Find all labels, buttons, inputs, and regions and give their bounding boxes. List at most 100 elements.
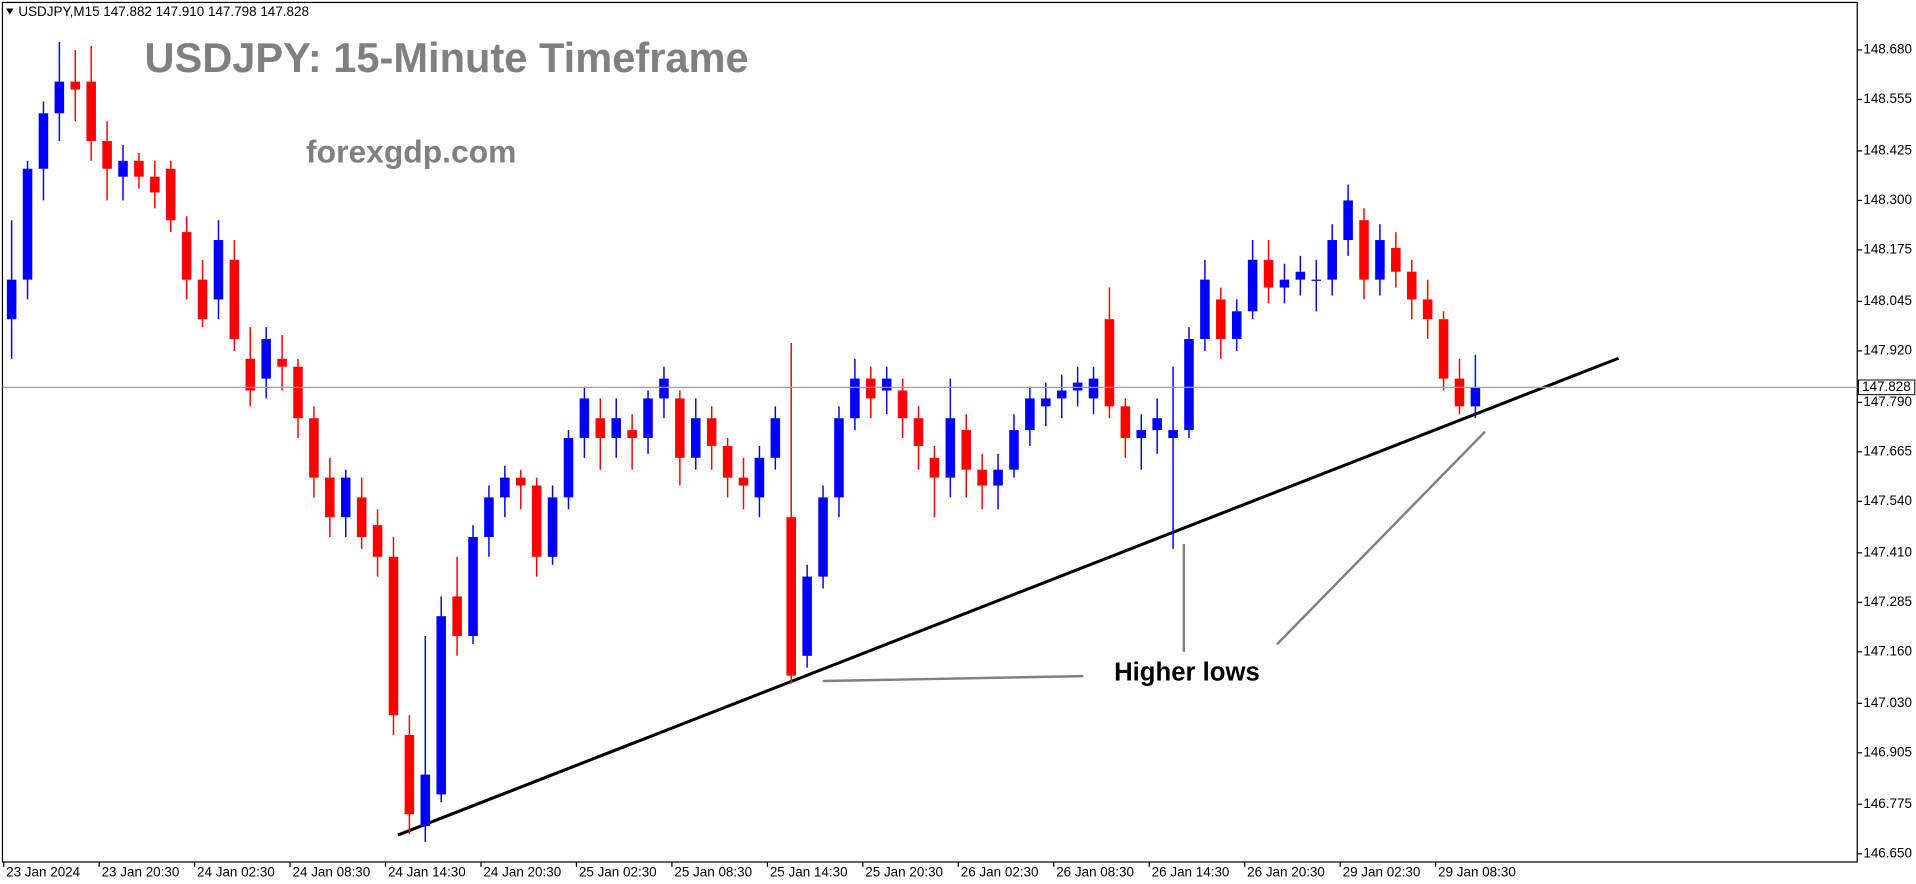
x-tick-label: 24 Jan 20:30 [483,865,561,880]
y-tick-label: 147.665 [1863,443,1912,458]
x-tick-label: 25 Jan 20:30 [865,865,943,880]
last-price-label: 147.828 [1862,379,1911,394]
candle-body [468,537,478,636]
candle-body [452,596,462,636]
candle-body [134,160,144,177]
candle-body [754,457,765,498]
candle-body [770,418,781,458]
y-tick-label: 146.905 [1863,744,1912,759]
y-tick-label: 148.175 [1863,241,1912,256]
candle-body [1072,382,1083,391]
candle-body [659,378,669,399]
candle-body [722,445,733,478]
x-tick-label: 26 Jan 20:30 [1247,865,1325,880]
x-tick-label: 23 Jan 2024 [6,865,81,880]
x-tick-label: 25 Jan 14:30 [770,865,848,880]
candle-body [22,168,33,280]
candle-body [531,485,542,557]
x-tick-label: 24 Jan 14:30 [388,865,466,880]
last-price-box [1857,379,1916,396]
candle-body [1279,279,1290,288]
candle-body [1454,378,1465,407]
candle-body [1359,220,1369,280]
candle-body [420,774,431,827]
y-tick-label: 147.030 [1863,695,1912,710]
candle-body [1391,247,1401,272]
candle-body [1025,398,1035,431]
candle-body [1009,430,1019,470]
candle-body [372,525,383,557]
candle-body [993,469,1003,486]
candle-body [1216,299,1226,340]
candle-body [293,366,303,419]
y-tick-label: 148.045 [1863,293,1912,308]
candle-body [1088,378,1099,399]
y-tick-label: 147.160 [1863,643,1912,658]
candle-body [579,398,590,439]
candle-body [1168,430,1178,439]
candle-body [706,418,717,446]
candle-body [850,378,860,419]
y-tick-label: 147.920 [1863,342,1912,357]
candle-body [945,418,956,478]
x-tick-label: 24 Jan 02:30 [197,865,275,880]
y-tick-label: 146.650 [1863,845,1912,860]
candle-body [277,358,287,367]
trend-line [397,356,1620,837]
candle-body [1231,311,1242,340]
candle-body [881,378,892,391]
candle-body [340,477,351,518]
candle-body [54,81,65,114]
candle-body [547,497,558,557]
x-tick-label: 26 Jan 08:30 [1056,865,1134,880]
plot-frame [1,1,1858,863]
chart-header: USDJPY,M15 147.882 147.910 147.798 147.8… [18,4,309,19]
candle-body [500,477,510,498]
candle-body [118,160,128,177]
candle-body [1343,200,1353,241]
candle-body [595,418,606,439]
candle-body [229,259,240,340]
candle-body [245,358,256,391]
candle-body [515,477,526,486]
candle-body [1438,319,1449,379]
y-tick-label: 148.300 [1863,192,1912,207]
candle-body [404,734,415,815]
candle-body [309,418,319,478]
candle-body [197,279,208,320]
chart-subtitle: forexgdp.com [306,133,516,169]
annotation: Higher lows [1114,658,1260,686]
candle-body [436,616,446,795]
chart-title: USDJPY: 15-Minute Timeframe [144,34,748,81]
candle-body [802,576,812,656]
annotation-pointer [822,674,1084,683]
candle-body [643,398,653,439]
candle-body [675,398,685,458]
y-tick-label: 147.285 [1863,594,1912,609]
y-tick-label: 147.410 [1863,544,1912,559]
x-tick-label: 25 Jan 02:30 [579,865,657,880]
candle-body [913,418,924,446]
candle-body [6,279,17,320]
candle-body [897,390,908,419]
header-arrow [6,8,14,15]
candle-body [86,81,96,142]
y-tick-label: 148.425 [1863,142,1912,157]
candle-body [929,457,940,478]
y-tick-label: 146.775 [1863,796,1912,811]
candle-body [38,113,49,169]
candle-body [1247,259,1258,312]
candle-body [1263,259,1274,288]
candle-body [150,176,160,193]
candle-body [388,556,399,716]
candle-body [834,418,844,498]
candle-body [818,497,828,577]
candle-body [1152,418,1162,431]
x-tick-label: 26 Jan 14:30 [1152,865,1230,880]
candle-body [1041,398,1051,407]
candle-body [738,477,749,486]
candle-body [691,418,701,458]
x-tick-label: 29 Jan 02:30 [1343,865,1421,880]
